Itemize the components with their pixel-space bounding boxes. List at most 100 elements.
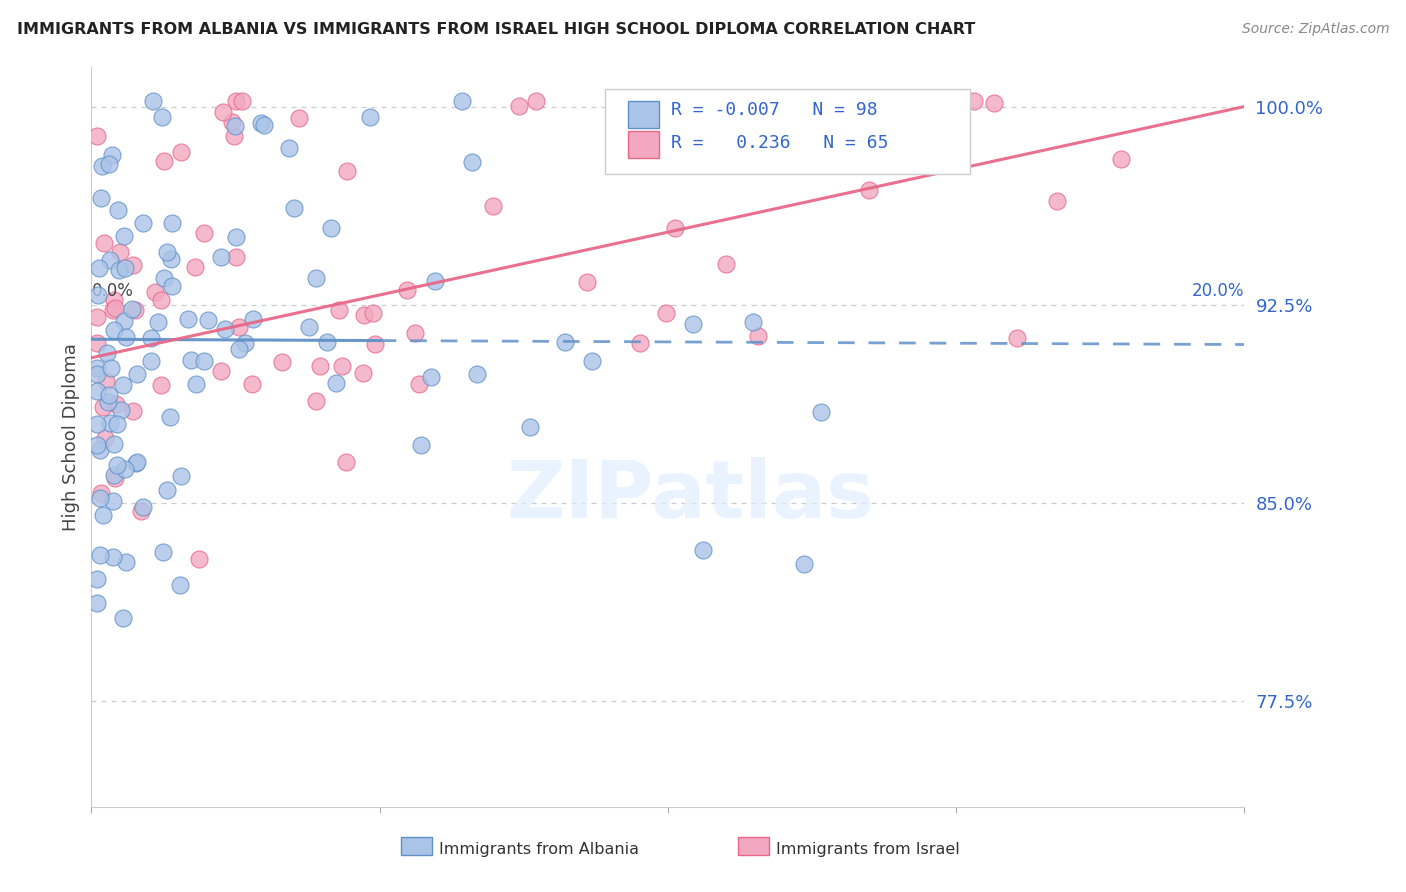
Point [97,157,120,171]
Point [404,326,426,340]
Point [963,95,986,109]
Point [112,314,135,328]
Point [160,216,183,230]
Point [103,322,125,336]
Point [304,271,326,285]
Point [149,293,172,307]
Point [335,455,357,469]
Point [983,96,1005,111]
Point [554,335,576,350]
Point [242,311,264,326]
Point [101,494,124,508]
Text: Immigrants from Israel: Immigrants from Israel [776,842,960,857]
Point [89,491,111,505]
Point [97,387,120,401]
Point [114,462,136,476]
Point [222,128,245,143]
Point [129,504,152,518]
Point [575,275,598,289]
Point [228,319,250,334]
Point [86,129,108,144]
Point [228,342,250,356]
Point [664,220,686,235]
Point [408,376,430,391]
Point [160,279,183,293]
Point [180,352,202,367]
Point [112,228,135,243]
Point [177,311,200,326]
Text: R =   0.236   N = 65: R = 0.236 N = 65 [671,134,889,152]
Point [115,555,138,569]
Point [86,438,108,452]
Point [150,111,173,125]
Point [152,154,174,169]
Point [278,140,301,154]
Point [86,572,108,586]
Point [363,306,385,320]
Point [86,361,108,376]
Point [159,409,181,424]
Point [125,457,148,471]
Point [328,303,350,318]
Point [86,336,108,351]
Point [714,257,737,271]
Point [353,308,375,322]
Point [810,405,832,419]
Point [125,455,148,469]
Point [86,384,108,398]
Point [283,201,305,215]
Point [125,368,148,382]
Point [142,95,165,109]
Point [193,354,215,368]
Point [121,302,143,317]
Point [103,302,125,317]
Point [124,302,146,317]
Point [420,369,443,384]
Point [298,320,321,334]
Point [481,199,503,213]
Point [231,95,253,109]
Point [98,253,121,268]
Point [460,154,482,169]
Point [100,416,122,430]
Point [221,115,243,129]
Point [107,203,129,218]
Point [86,367,108,381]
Point [359,110,381,124]
Point [143,285,166,299]
Point [250,116,273,130]
Point [1005,331,1028,345]
Point [89,443,111,458]
Point [93,236,115,251]
Point [170,469,193,483]
Point [692,543,714,558]
Point [747,329,769,343]
Point [131,216,153,230]
Point [858,183,880,197]
Point [1111,152,1133,166]
Point [139,331,162,345]
Text: R = -0.007   N = 98: R = -0.007 N = 98 [671,101,877,119]
Point [225,250,247,264]
Point [103,437,125,451]
Point [253,118,276,132]
Point [224,120,246,134]
Point [316,334,339,349]
Point [105,458,128,472]
Text: ZIPatlas: ZIPatlas [506,458,875,535]
Point [209,364,232,378]
Point [465,368,488,382]
Text: Immigrants from Albania: Immigrants from Albania [439,842,638,857]
Point [197,313,219,327]
Point [103,467,125,482]
Point [100,148,122,162]
Point [304,393,326,408]
Point [364,336,387,351]
Point [146,315,169,329]
Point [105,397,128,411]
Point [121,258,143,272]
Point [396,283,419,297]
Point [352,366,374,380]
Point [336,164,359,178]
Text: 20.0%: 20.0% [1192,282,1244,300]
